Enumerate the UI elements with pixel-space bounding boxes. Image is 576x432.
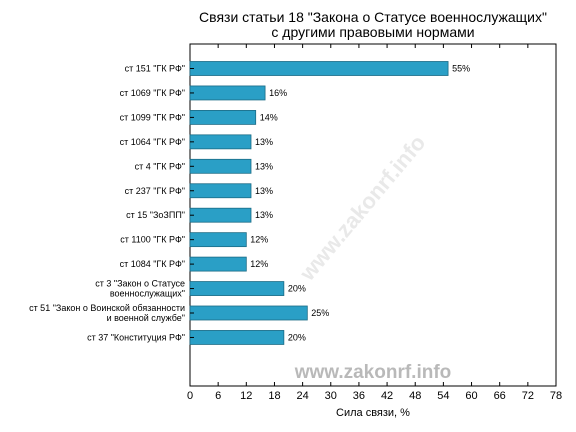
x-tick-label: 78	[550, 390, 562, 402]
category-label: ст 3 "Закон о Статусе	[95, 279, 185, 289]
bar-value-label: 20%	[288, 332, 306, 342]
category-label: ст 15 "ЗоЗПП"	[126, 210, 185, 220]
bar-value-label: 55%	[452, 64, 470, 74]
bar	[189, 330, 285, 345]
chart-title-line: с другими правовыми нормами	[271, 24, 474, 40]
bar-value-label: 25%	[311, 308, 329, 318]
bar	[189, 134, 252, 150]
chart-title-line: Связи статьи 18 "Закона о Статусе военно…	[199, 9, 547, 25]
x-tick-label: 66	[494, 390, 506, 402]
bar-value-label: 14%	[260, 112, 278, 122]
category-label: военнослужащих"	[110, 289, 185, 299]
bar-value-label: 13%	[255, 210, 273, 220]
x-tick-label: 6	[215, 390, 221, 402]
x-tick-label: 0	[187, 390, 193, 402]
chart-title: Связи статьи 18 "Закона о Статусе военно…	[199, 9, 547, 40]
bar	[189, 61, 449, 76]
category-label: и военной службе"	[107, 313, 185, 323]
bar	[189, 232, 247, 248]
bar	[189, 305, 308, 321]
category-label: ст 1099 "ГК РФ"	[120, 112, 185, 122]
x-tick-label: 24	[296, 390, 308, 402]
x-axis-label: Сила связи, %	[336, 407, 410, 419]
bar	[189, 110, 257, 125]
bar-value-label: 12%	[250, 235, 268, 245]
category-label: ст 1084 "ГК РФ"	[120, 259, 185, 269]
category-label: ст 51 "Закон о Воинской обязанности	[29, 303, 185, 313]
x-tick-label: 72	[522, 390, 534, 402]
bars: 55% 16% 14% 13% 13% 13% 13% 12% 12% 20% 25% 20%	[189, 61, 470, 345]
category-label: ст 1069 "ГК РФ"	[120, 88, 185, 98]
x-tick-label: 42	[381, 390, 393, 402]
x-tick-label: 30	[325, 390, 337, 402]
category-label: ст 1100 "ГК РФ"	[120, 235, 185, 245]
category-label: ст 151 "ГК РФ"	[125, 64, 185, 74]
x-tick-label: 18	[268, 390, 280, 402]
x-tick-label: 36	[353, 390, 365, 402]
x-tick-label: 12	[240, 390, 252, 402]
category-label: ст 4 "ГК РФ"	[135, 161, 185, 171]
watermark: www.zakonrf.info	[294, 362, 452, 383]
bar	[189, 281, 285, 296]
bar	[189, 158, 252, 174]
bar	[189, 256, 247, 272]
category-label: ст 237 "ГК РФ"	[125, 186, 185, 196]
bar-value-label: 13%	[255, 161, 273, 171]
category-labels: ст 151 "ГК РФ" ст 1069 "ГК РФ" ст 1099 "ГК…	[29, 64, 185, 343]
x-tick-label: 54	[437, 390, 449, 402]
bar	[189, 183, 252, 199]
bar-value-label: 16%	[269, 88, 287, 98]
category-label: ст 1064 "ГК РФ"	[120, 137, 185, 147]
x-tick-label: 48	[409, 390, 421, 402]
bar-value-label: 12%	[250, 259, 268, 269]
bar	[189, 85, 266, 101]
bar-value-label: 13%	[255, 186, 273, 196]
category-label: ст 37 "Конституция РФ"	[87, 332, 185, 342]
x-tick-label: 60	[465, 390, 477, 402]
x-axis-ticks: 0 6 12 18 24 30 36 42 48 54 60 66 72 78	[187, 44, 562, 402]
bar-value-label: 20%	[288, 284, 306, 294]
bar	[189, 207, 252, 223]
watermark-diagonal: www.zakonrf.info	[294, 130, 430, 286]
bar-value-label: 13%	[255, 137, 273, 147]
